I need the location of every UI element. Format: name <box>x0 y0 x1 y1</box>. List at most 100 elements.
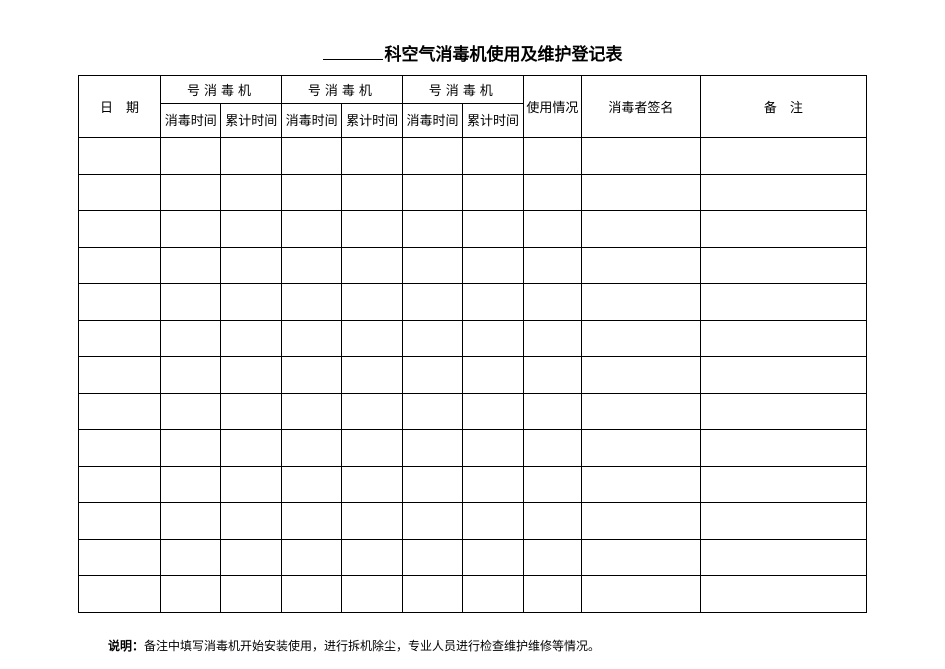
table-cell <box>161 247 221 284</box>
table-cell <box>281 576 341 613</box>
th-m3-disinfect: 消毒时间 <box>402 104 462 138</box>
table-cell <box>342 503 402 540</box>
table-cell <box>463 247 523 284</box>
table-cell <box>700 247 866 284</box>
table-cell <box>79 211 161 248</box>
table-cell <box>79 503 161 540</box>
table-cell <box>581 320 700 357</box>
table-cell <box>581 247 700 284</box>
title-text: 科空气消毒机使用及维护登记表 <box>385 45 623 64</box>
table-cell <box>161 174 221 211</box>
table-cell <box>523 466 581 503</box>
table-cell <box>523 247 581 284</box>
table-cell <box>700 393 866 430</box>
table-cell <box>463 430 523 467</box>
table-cell <box>161 466 221 503</box>
register-table: 日 期 号消毒机 号消毒机 号消毒机 使用情况 消毒者签名 备 注 消毒时间 累… <box>78 75 867 613</box>
table-cell <box>463 138 523 175</box>
table-cell <box>161 393 221 430</box>
table-cell <box>700 576 866 613</box>
table-cell <box>700 430 866 467</box>
table-cell <box>523 576 581 613</box>
table-cell <box>221 320 281 357</box>
table-cell <box>700 503 866 540</box>
table-row <box>79 247 867 284</box>
table-cell <box>523 393 581 430</box>
table-cell <box>523 539 581 576</box>
table-cell <box>523 503 581 540</box>
th-m1-cumulative: 累计时间 <box>221 104 281 138</box>
table-cell <box>79 466 161 503</box>
table-cell <box>79 357 161 394</box>
table-row <box>79 320 867 357</box>
table-cell <box>700 466 866 503</box>
table-cell <box>281 247 341 284</box>
table-cell <box>700 138 866 175</box>
table-cell <box>221 211 281 248</box>
table-cell <box>463 320 523 357</box>
table-cell <box>342 174 402 211</box>
table-cell <box>342 393 402 430</box>
table-cell <box>281 284 341 321</box>
th-m2-disinfect: 消毒时间 <box>281 104 341 138</box>
table-cell <box>402 430 462 467</box>
th-date: 日 期 <box>79 76 161 138</box>
th-signature: 消毒者签名 <box>581 76 700 138</box>
table-row <box>79 138 867 175</box>
table-cell <box>523 138 581 175</box>
table-cell <box>161 576 221 613</box>
table-cell <box>402 138 462 175</box>
table-row <box>79 466 867 503</box>
table-cell <box>463 466 523 503</box>
table-row <box>79 539 867 576</box>
th-m3-cumulative: 累计时间 <box>463 104 523 138</box>
table-cell <box>281 211 341 248</box>
table-cell <box>221 247 281 284</box>
table-cell <box>161 211 221 248</box>
table-cell <box>402 211 462 248</box>
table-cell <box>402 539 462 576</box>
table-cell <box>79 393 161 430</box>
table-cell <box>342 430 402 467</box>
table-cell <box>221 174 281 211</box>
table-cell <box>463 393 523 430</box>
table-cell <box>402 284 462 321</box>
table-cell <box>281 430 341 467</box>
table-cell <box>581 393 700 430</box>
table-cell <box>463 174 523 211</box>
table-cell <box>581 357 700 394</box>
table-cell <box>402 247 462 284</box>
table-cell <box>402 466 462 503</box>
table-cell <box>281 466 341 503</box>
table-cell <box>581 503 700 540</box>
table-body <box>79 138 867 613</box>
table-cell <box>79 174 161 211</box>
table-cell <box>161 430 221 467</box>
table-cell <box>523 211 581 248</box>
table-cell <box>281 503 341 540</box>
table-cell <box>342 320 402 357</box>
table-cell <box>221 284 281 321</box>
table-cell <box>581 138 700 175</box>
table-cell <box>342 539 402 576</box>
table-cell <box>79 247 161 284</box>
table-cell <box>342 211 402 248</box>
table-cell <box>523 320 581 357</box>
th-machine-3: 号消毒机 <box>402 76 523 104</box>
table-row <box>79 284 867 321</box>
table-cell <box>523 174 581 211</box>
th-machine-2: 号消毒机 <box>281 76 402 104</box>
table-cell <box>79 539 161 576</box>
table-cell <box>161 284 221 321</box>
table-cell <box>342 466 402 503</box>
table-cell <box>161 503 221 540</box>
table-cell <box>281 357 341 394</box>
table-cell <box>523 430 581 467</box>
table-cell <box>221 393 281 430</box>
table-cell <box>221 503 281 540</box>
table-cell <box>221 466 281 503</box>
table-row <box>79 503 867 540</box>
table-cell <box>79 576 161 613</box>
table-cell <box>581 576 700 613</box>
footnote: 说明：备注中填写消毒机开始安装使用，进行拆机除尘，专业人员进行检查维护维修等情况… <box>78 637 867 654</box>
